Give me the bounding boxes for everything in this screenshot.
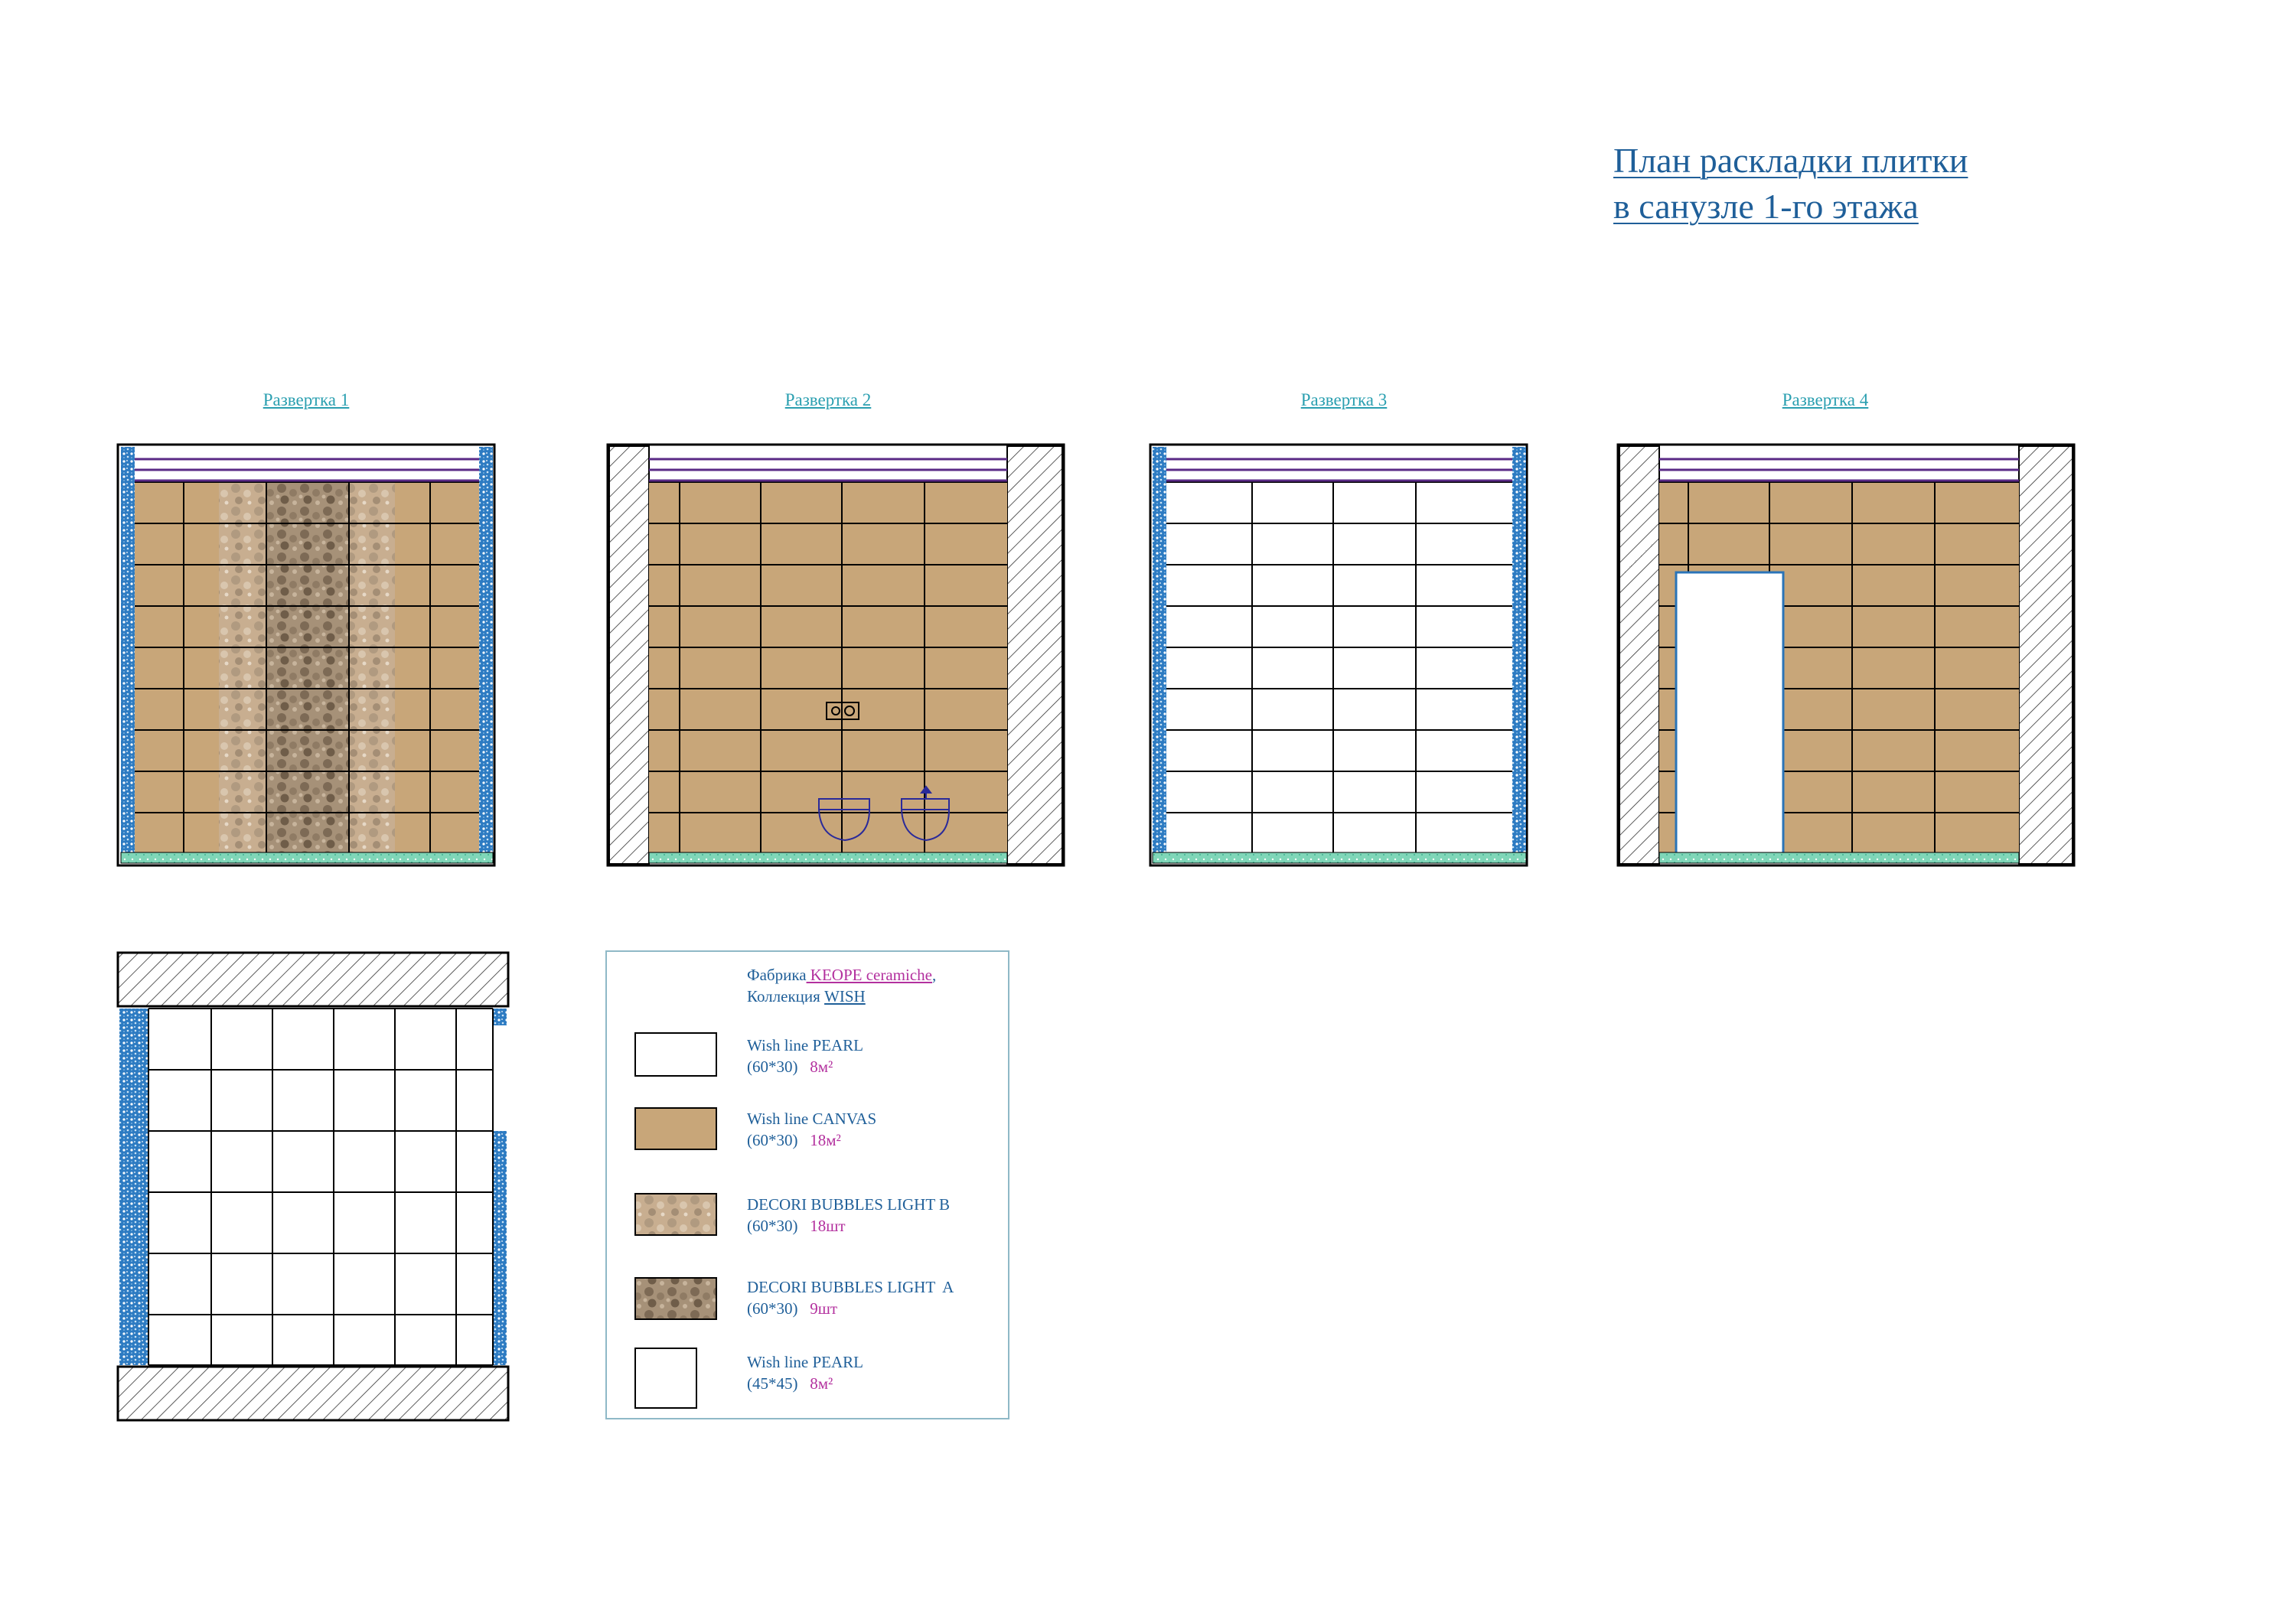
legend-item-name: DECORI BUBBLES LIGHT A — [747, 1278, 954, 1296]
legend-item-4: DECORI BUBBLES LIGHT A (60*30) 9шт — [747, 1276, 954, 1319]
elevation-1-right-trim — [479, 447, 493, 855]
legend-swatch-bubbles-a — [634, 1277, 717, 1320]
legend-item-5: Wish line PEARL (45*45) 8м² — [747, 1351, 863, 1394]
legend-item-1: Wish line PEARL (60*30) 8м² — [747, 1035, 863, 1077]
legend-header: Фабрика KEOPE ceramiche, Коллекция WISH — [747, 964, 936, 1007]
elevation-1-label: Развертка 1 — [263, 390, 350, 409]
elevation-2-left-wall — [608, 445, 650, 865]
legend-item-name: DECORI BUBBLES LIGHT B — [747, 1195, 951, 1214]
floor-plan-right-trim — [493, 1131, 507, 1365]
elevation-2-tile-field — [649, 482, 1007, 852]
floor-plan-right-trim-top — [493, 1009, 507, 1025]
elevation-1-decor-a — [266, 482, 349, 852]
floor-plan-bottom-wall — [116, 1365, 510, 1422]
legend-swatch-bubbles-b — [634, 1193, 717, 1236]
elevation-1-left-trim — [121, 447, 135, 855]
collection-prefix: Коллекция — [747, 987, 825, 1005]
bidet-icon — [901, 785, 950, 842]
elevation-2-label: Развертка 2 — [784, 390, 872, 409]
elevation-4 — [1616, 443, 2076, 867]
legend-item-size: (60*30) — [747, 1131, 798, 1149]
legend-item-size: (60*30) — [747, 1058, 798, 1076]
elevation-3 — [1149, 443, 1528, 867]
legend-item-size: (60*30) — [747, 1217, 798, 1235]
elevation-1 — [116, 443, 496, 867]
drawing-title-line2: в санузле 1-го этажа — [1613, 187, 1919, 226]
elevation-3-left-trim — [1153, 447, 1166, 855]
legend-item-name: Wish line PEARL — [747, 1036, 863, 1054]
factory-name: KEOPE ceramiche — [806, 966, 932, 984]
collection-name: WISH — [824, 987, 866, 1005]
factory-prefix: Фабрика — [747, 966, 807, 984]
floor-plan-left-trim — [119, 1009, 148, 1365]
legend-item-2: Wish line CANVAS (60*30) 18м² — [747, 1108, 876, 1151]
legend-item-qty: 18м² — [810, 1131, 841, 1149]
legend-item-size: (60*30) — [747, 1299, 798, 1318]
elevation-4-left-wall — [1619, 445, 1660, 865]
floor-plan-top-wall — [116, 951, 510, 1008]
elevation-4-label: Развертка 4 — [1782, 390, 1869, 409]
legend-item-qty: 9шт — [810, 1299, 838, 1318]
legend-box — [605, 950, 1009, 1419]
legend-swatch-pearl-square — [634, 1348, 697, 1409]
drawing-title: План раскладки плитки в санузле 1-го эта… — [1613, 138, 1968, 230]
legend-item-3: DECORI BUBBLES LIGHT B (60*30) 18шт — [747, 1194, 950, 1237]
elevation-3-right-trim — [1512, 447, 1526, 855]
elevation-2-right-wall — [1006, 445, 1063, 865]
legend-item-qty: 8м² — [810, 1374, 833, 1393]
legend-swatch-pearl — [634, 1032, 717, 1077]
drawing-title-line1: План раскладки плитки — [1613, 141, 1968, 180]
floor-plan — [116, 951, 510, 1422]
legend-item-name: Wish line PEARL — [747, 1353, 863, 1371]
door-opening — [1675, 571, 1785, 855]
flush-button-icon — [826, 702, 859, 720]
toilet-icon — [818, 798, 870, 842]
legend-swatch-canvas — [634, 1107, 717, 1150]
legend-item-size: (45*45) — [747, 1374, 798, 1393]
legend-item-qty: 18шт — [810, 1217, 846, 1235]
elevation-2 — [606, 443, 1065, 867]
legend-item-name: Wish line CANVAS — [747, 1110, 877, 1128]
legend-item-qty: 8м² — [810, 1058, 833, 1076]
elevation-3-label: Развертка 3 — [1300, 390, 1388, 409]
elevation-3-tile-field — [1166, 482, 1512, 852]
factory-suffix: , — [931, 966, 937, 984]
elevation-4-right-wall — [2018, 445, 2073, 865]
